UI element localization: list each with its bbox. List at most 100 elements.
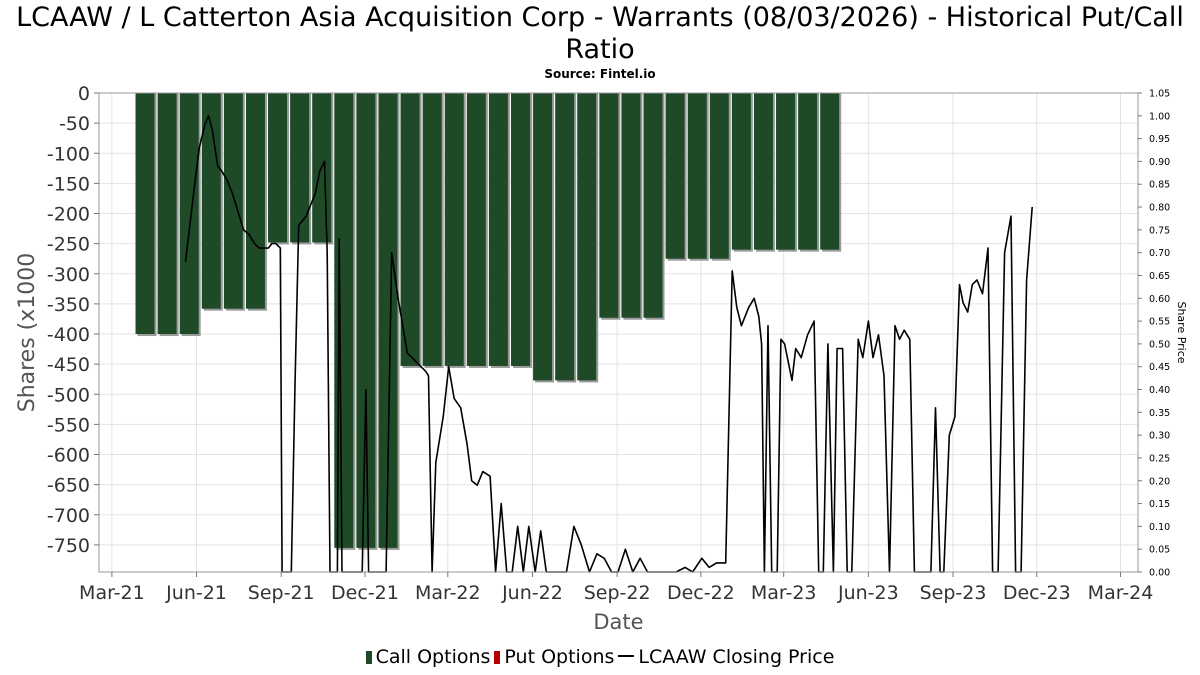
legend-item: Put Options [494, 646, 614, 668]
x-axis-label: Date [593, 610, 643, 634]
y-tick-label: -200 [47, 204, 90, 226]
y2-tick-label: 0.50 [1149, 339, 1170, 350]
call-option-bar [444, 93, 464, 366]
call-option-bar [201, 93, 221, 309]
y2-tick-label: 0.30 [1149, 431, 1170, 442]
call-option-bar [687, 93, 707, 259]
call-option-bar [268, 93, 288, 243]
call-option-bar [223, 93, 243, 309]
call-option-bar [466, 93, 486, 366]
call-option-bar [510, 93, 530, 366]
legend-swatch [618, 655, 635, 657]
y2-tick-label: 0.45 [1149, 362, 1170, 373]
y-tick-label: -250 [47, 234, 90, 256]
call-option-bar [378, 93, 398, 548]
x-tick-label: Sep-21 [248, 582, 315, 604]
y-tick-label: -150 [47, 173, 90, 195]
y-tick-label: 0 [78, 83, 90, 105]
x-tick-label: Mar-22 [415, 582, 481, 604]
legend-item: LCAAW Closing Price [618, 646, 834, 668]
y-tick-label: -50 [59, 113, 90, 135]
y-tick-label: -550 [47, 414, 90, 436]
call-option-bar [135, 93, 155, 335]
call-option-bar [599, 93, 619, 318]
y2-tick-label: 0.55 [1149, 317, 1170, 328]
legend-label: Put Options [504, 646, 615, 668]
plot-area-frame [98, 92, 1139, 573]
call-option-bar [422, 93, 442, 366]
y2-tick-label: 0.15 [1149, 499, 1170, 510]
closing-price-line [184, 115, 1033, 573]
y2-axis-label: Share Price [1175, 301, 1188, 363]
y2-tick-label: 0.10 [1149, 522, 1170, 533]
x-tick-label: Mar-24 [1088, 582, 1154, 604]
x-tick-label: Dec-23 [1003, 582, 1071, 604]
y-tick-label: -750 [47, 535, 90, 557]
y2-tick-label: 0.80 [1149, 203, 1170, 214]
y2-tick-label: 0.05 [1149, 545, 1170, 556]
call-option-bar [731, 93, 751, 250]
call-option-bar [555, 93, 575, 381]
legend-swatch [494, 651, 501, 664]
call-option-bar [820, 93, 840, 250]
chart-subtitle: Source: Fintel.io [544, 67, 656, 81]
y2-tick-label: 0.60 [1149, 294, 1170, 305]
y2-tick-label: 0.65 [1149, 271, 1170, 282]
call-option-bar [577, 93, 597, 381]
closing-price-polyline [184, 115, 1033, 573]
call-option-bar [665, 93, 685, 259]
y2-tick-label: 0.20 [1149, 476, 1170, 487]
call-option-bar [709, 93, 729, 259]
call-option-bar [488, 93, 508, 366]
call-option-bar [245, 93, 265, 309]
call-option-bar [400, 93, 420, 366]
call-option-bar [643, 93, 663, 318]
legend-item: Call Options [365, 646, 491, 668]
y-tick-label: -350 [47, 294, 90, 316]
y2-tick-label: 0.95 [1149, 134, 1170, 145]
x-tick-label: Sep-23 [920, 582, 987, 604]
x-tick-label: Jun-21 [165, 582, 227, 604]
call-option-bar [798, 93, 818, 250]
y-tick-label: -650 [47, 475, 90, 497]
y-tick-label: -600 [47, 445, 90, 467]
x-tick-label: Dec-21 [331, 582, 399, 604]
call-option-bar [621, 93, 641, 318]
x-tick-label: Jun-23 [837, 582, 899, 604]
y2-tick-label: 0.35 [1149, 408, 1170, 419]
call-option-bar [776, 93, 796, 250]
x-tick-label: Jun-22 [501, 582, 563, 604]
y-tick-label: -450 [47, 354, 90, 376]
y-axis-ticks: 0 -50 -100 -150 -200 -250 -300 -350 -400 -450 -500… [47, 83, 99, 557]
chart-svg: 0 -50 -100 -150 -200 -250 -300 -350 -400 -450 -500… [15, 83, 1188, 634]
y2-tick-label: 0.85 [1149, 180, 1170, 191]
y-tick-label: -700 [47, 505, 90, 527]
y2-tick-label: 1.05 [1149, 89, 1170, 100]
call-option-bar [290, 93, 310, 243]
y-tick-label: -400 [47, 324, 90, 346]
y-axis-label: Shares (x1000 [15, 253, 40, 413]
legend-label: LCAAW Closing Price [638, 646, 835, 668]
y2-tick-label: 1.00 [1149, 111, 1170, 122]
x-tick-label: Mar-21 [79, 582, 145, 604]
x-tick-label: Dec-22 [667, 582, 735, 604]
call-options-bars [135, 93, 842, 550]
y2-tick-label: 0.70 [1149, 248, 1170, 259]
call-option-bar [533, 93, 553, 381]
y2-tick-label: 0.90 [1149, 157, 1170, 168]
chart-title: LCAAW / L Catterton Asia Acquisition Cor… [16, 2, 1184, 65]
legend-swatch [365, 651, 372, 664]
call-option-bar [753, 93, 773, 250]
call-option-bar [179, 93, 199, 335]
call-option-bar [157, 93, 177, 335]
y-tick-label: -500 [47, 384, 90, 406]
y-tick-label: -300 [47, 264, 90, 286]
legend-label: Call Options [375, 646, 491, 668]
y2-axis-ticks: 0.00 0.05 0.10 0.15 0.20 0.25 0.30 0.35 0.40 0.45… [1138, 89, 1170, 579]
legend: Call Options Put Options LCAAW Closing Pri… [0, 646, 1200, 668]
call-option-bar [334, 93, 354, 548]
y2-tick-label: 0.75 [1149, 225, 1170, 236]
y2-tick-label: 0.40 [1149, 385, 1170, 396]
call-option-bar [356, 93, 376, 548]
x-tick-label: Mar-23 [751, 582, 817, 604]
